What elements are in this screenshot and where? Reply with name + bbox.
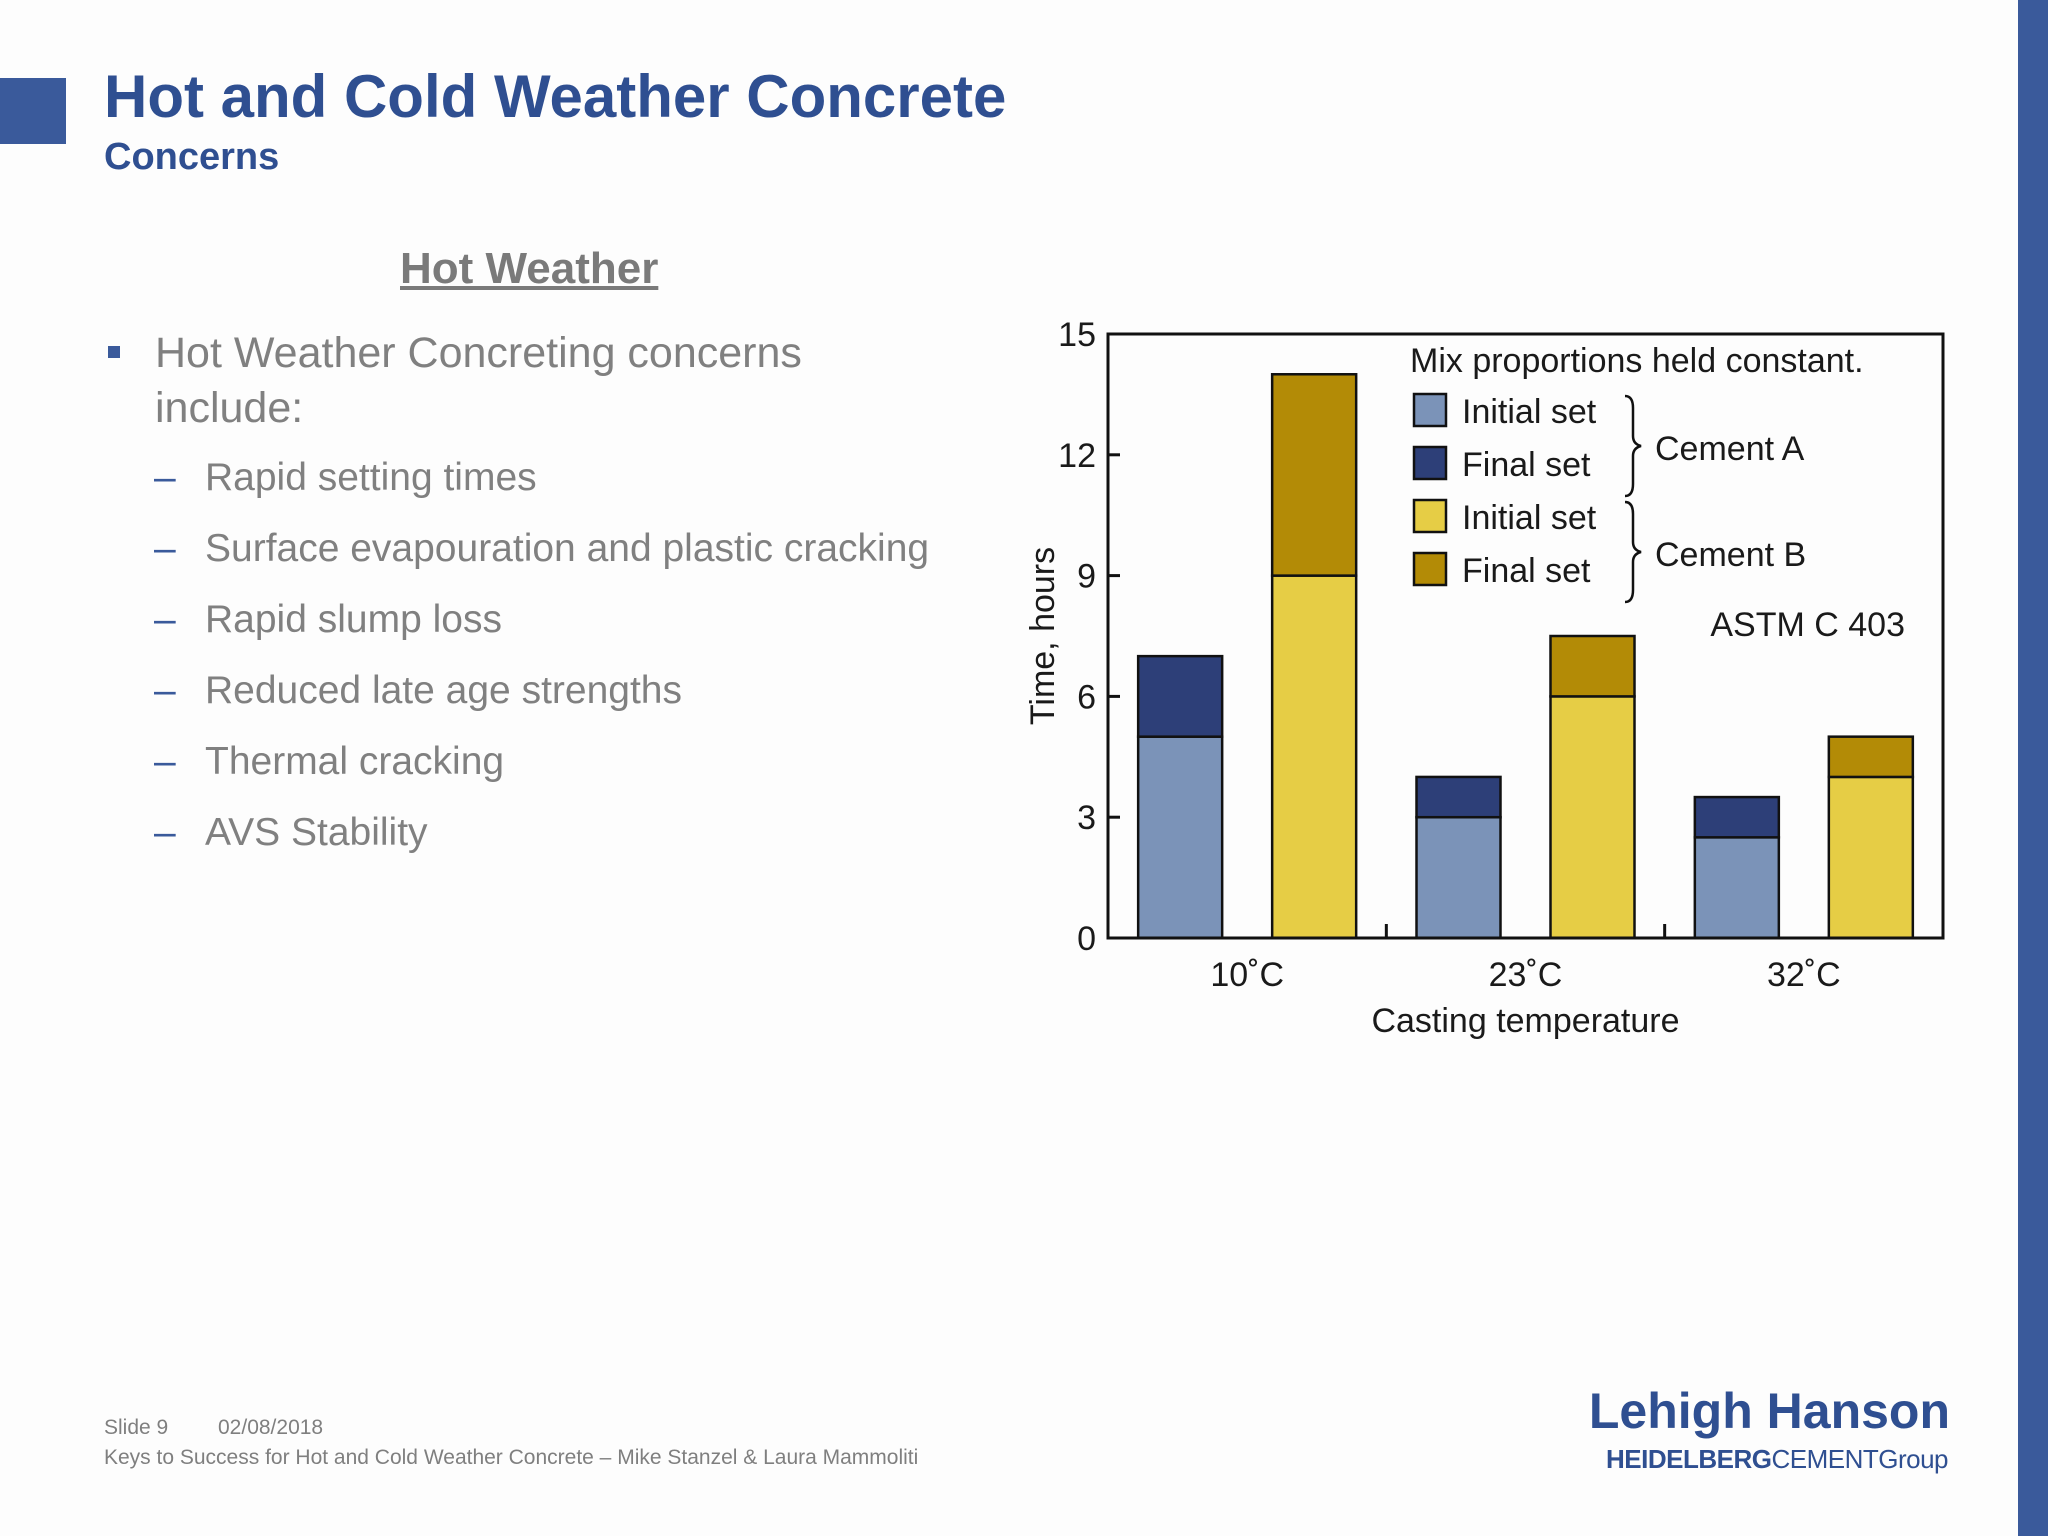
sub-bullet-text: Surface evapouration and plastic crackin… [205,527,930,570]
legend-swatch [1412,392,1448,428]
dash-bullet-icon: – [154,740,176,783]
bar-initial-set [1136,735,1224,940]
legend-label: Initial set [1462,393,1597,431]
x-tick-label: 23˚C [1489,956,1563,994]
legend-brace [1624,500,1642,604]
dash-bullet-icon: – [154,598,176,641]
y-tick-label: 9 [1077,558,1096,596]
legend-label: Initial set [1462,499,1597,537]
y-tick-label: 6 [1077,678,1096,716]
legend-note: Mix proportions held constant. [1410,342,1864,380]
bar-final-set [1693,795,1781,839]
legend-brace [1624,394,1642,498]
dash-bullet-icon: – [154,811,176,854]
section-heading: Hot Weather [400,244,659,293]
y-tick-label: 12 [1058,437,1096,475]
y-axis-label: Time, hours [1024,547,1062,725]
bar-final-set [1136,654,1224,738]
footer-caption: Keys to Success for Hot and Cold Weather… [104,1446,919,1469]
sub-bullet-text: AVS Stability [205,811,428,854]
bar-final-set [1270,373,1358,577]
bar-initial-set [1827,775,1915,940]
slide-subtitle: Concerns [104,136,280,178]
sub-bullet-text: Thermal cracking [205,740,505,783]
y-tick-label: 15 [1058,316,1096,354]
legend-label: Final set [1462,552,1591,590]
y-tick-label: 0 [1077,920,1096,958]
dash-bullet-icon: – [154,669,176,712]
bar-final-set [1415,775,1502,819]
lehigh-hanson-logo: Lehigh Hanson [1588,1383,1950,1439]
bar-initial-set [1693,836,1781,940]
y-tick-label: 3 [1077,799,1096,837]
square-bullet-icon [108,346,120,358]
bar-initial-set [1270,574,1358,940]
logo-sub-rest: CEMENTGroup [1771,1444,1948,1474]
legend-standard: ASTM C 403 [1710,606,1905,644]
legend-group-label: Cement A [1655,430,1805,468]
main-bullet: Hot Weather Concreting concerns include: [104,326,934,436]
bar-final-set [1827,735,1915,779]
dash-bullet-icon: – [154,527,176,570]
main-bullet-text: Hot Weather Concreting concerns include: [155,329,802,432]
slide-title: Hot and Cold Weather Concrete [104,63,1007,130]
bar-final-set [1549,634,1636,698]
title-accent-block [0,78,66,144]
slide-date: 02/08/2018 [218,1416,324,1439]
sub-bullet-text: Rapid setting times [205,456,537,499]
chart-svg: 0 3 6 9 12 15 10˚C 23˚C 32˚C Casting temperature T… [1024,316,1945,1040]
dash-bullet-icon: – [154,456,176,499]
heidelberg-cement-logo: HEIDELBERGCEMENTGroup [1550,1444,1949,1475]
logo-sub-bold: HEIDELBERG [1605,1444,1772,1474]
legend-group-label: Cement B [1655,536,1806,574]
sub-bullet-text: Rapid slump loss [205,598,502,641]
x-tick-label: 32˚C [1767,956,1841,994]
sub-bullet-text: Reduced late age strengths [205,669,682,712]
x-tick-label: 10˚C [1210,956,1284,994]
slide-number: Slide 9 [104,1416,169,1439]
bar-initial-set [1415,815,1502,940]
plot-frame [1106,332,1945,940]
legend-swatch [1412,498,1448,534]
setting-time-chart: 0 3 6 9 12 15 10˚C 23˚C 32˚C Casting temperature T… [1010,300,1970,1060]
legend-swatch [1412,445,1448,481]
x-axis-label: Casting temperature [1371,1002,1679,1040]
bar-initial-set [1549,695,1636,940]
legend-swatch [1412,551,1448,587]
right-accent-bar [2018,0,2048,1536]
legend-label: Final set [1462,446,1591,484]
